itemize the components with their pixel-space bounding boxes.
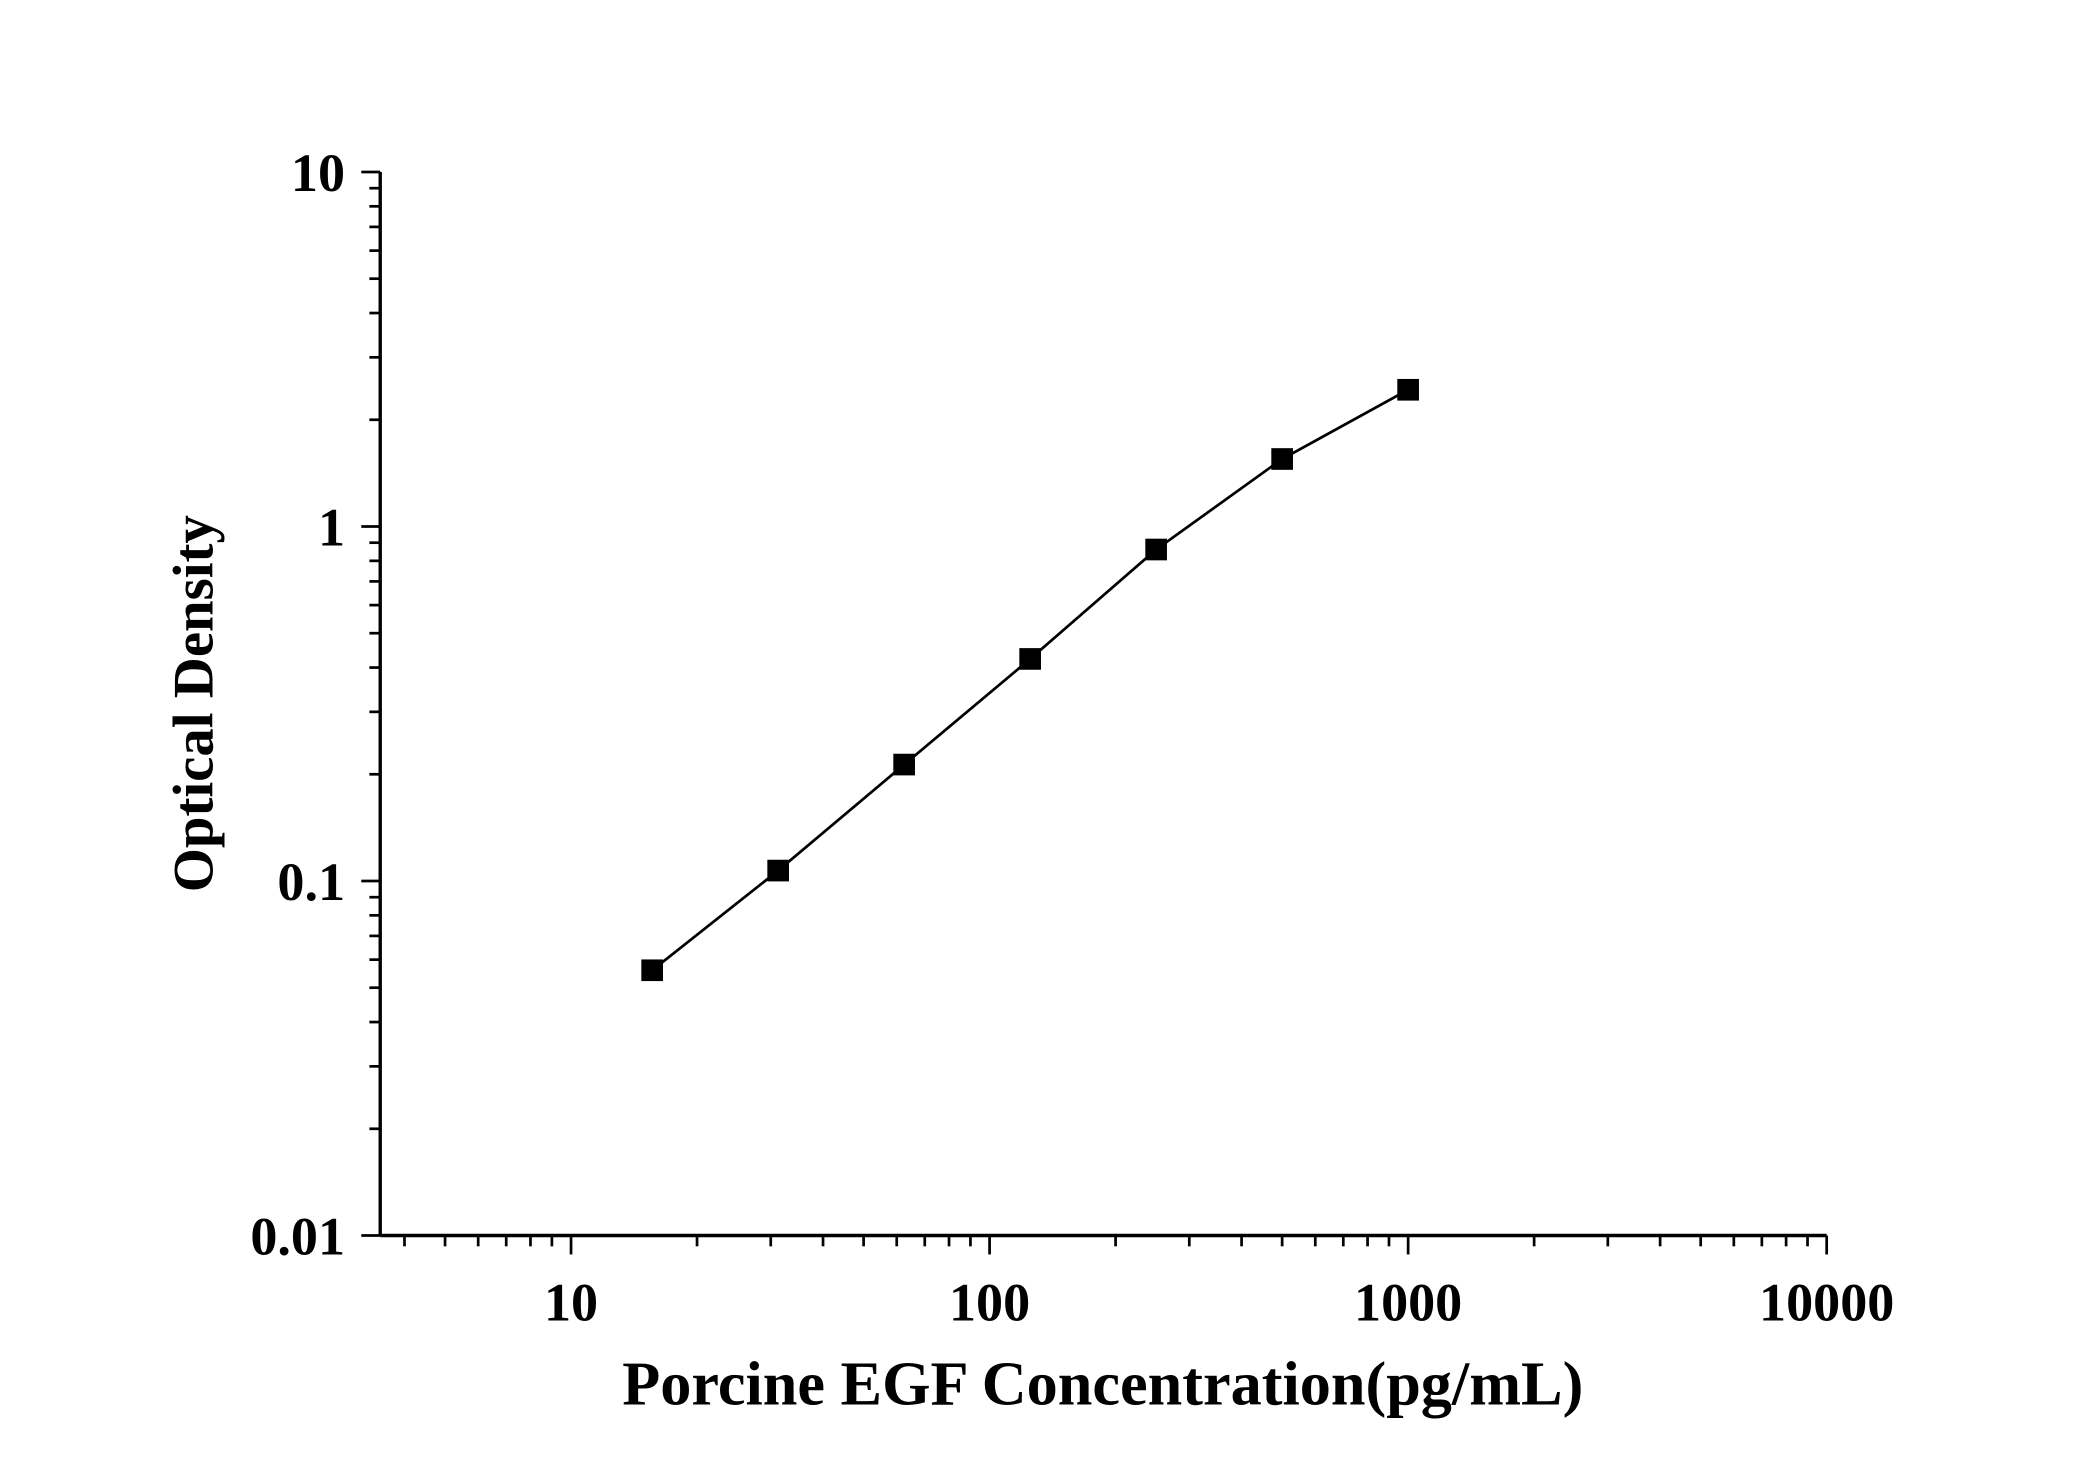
data-point [893,753,915,776]
y-tick-label: 0.01 [250,1206,345,1266]
data-point [1145,538,1167,561]
data-point [1397,378,1419,401]
y-tick-label: 10 [291,143,345,203]
data-point [767,859,789,882]
series-line [651,388,1409,972]
data-point [1271,448,1293,470]
data-point [1019,648,1041,670]
y-axis-label: Optical Density [162,515,225,892]
tick-labels: 0.01 0.1 1 10 10 100 1000 10000 [250,143,1894,1333]
axes [361,170,1829,1255]
series-markers [641,378,1419,982]
x-tick-label: 1000 [1354,1273,1462,1333]
x-tick-label: 100 [949,1273,1030,1333]
y-tick-label: 0.1 [277,852,345,912]
x-axis-label: Porcine EGF Concentration(pg/mL) [622,1351,1583,1419]
x-tick-label: 10 [544,1273,598,1333]
data-point [641,959,663,982]
x-tick-label: 10000 [1759,1273,1894,1333]
y-tick-label: 1 [318,497,345,557]
